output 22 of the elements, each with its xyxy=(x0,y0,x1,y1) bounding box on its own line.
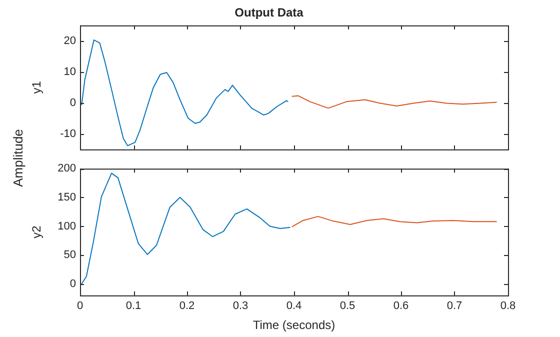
x-tick-label: 0.3 xyxy=(232,300,248,312)
x-tick-label: 0.2 xyxy=(179,300,195,312)
x-tick-label: 0.7 xyxy=(446,300,462,312)
y-axis-title: y1 xyxy=(30,80,44,94)
y-tick-label: 200 xyxy=(58,162,76,175)
x-tick-label: 0.5 xyxy=(340,300,356,312)
y-tick-label: 20 xyxy=(64,34,76,47)
y-tick-label: 100 xyxy=(58,220,76,232)
chart-title: Output Data xyxy=(234,6,304,20)
y-tick-label: 50 xyxy=(64,249,76,262)
y-tick-label: 0 xyxy=(70,96,76,109)
y-axis-title: y2 xyxy=(30,225,44,238)
x-tick-label: 0.1 xyxy=(126,300,142,312)
y-tick-label: 10 xyxy=(64,66,76,78)
x-tick-label: 0.4 xyxy=(286,300,302,312)
y-tick-label: 0 xyxy=(70,278,76,290)
x-axis-title: Time (seconds) xyxy=(252,318,336,332)
y-tick-label: -10 xyxy=(60,128,76,140)
x-tick-label: 0.8 xyxy=(500,300,516,312)
text: Amplitude xyxy=(10,129,26,187)
y-tick-label: 150 xyxy=(58,191,76,204)
x-tick-label: 0.6 xyxy=(393,300,409,312)
